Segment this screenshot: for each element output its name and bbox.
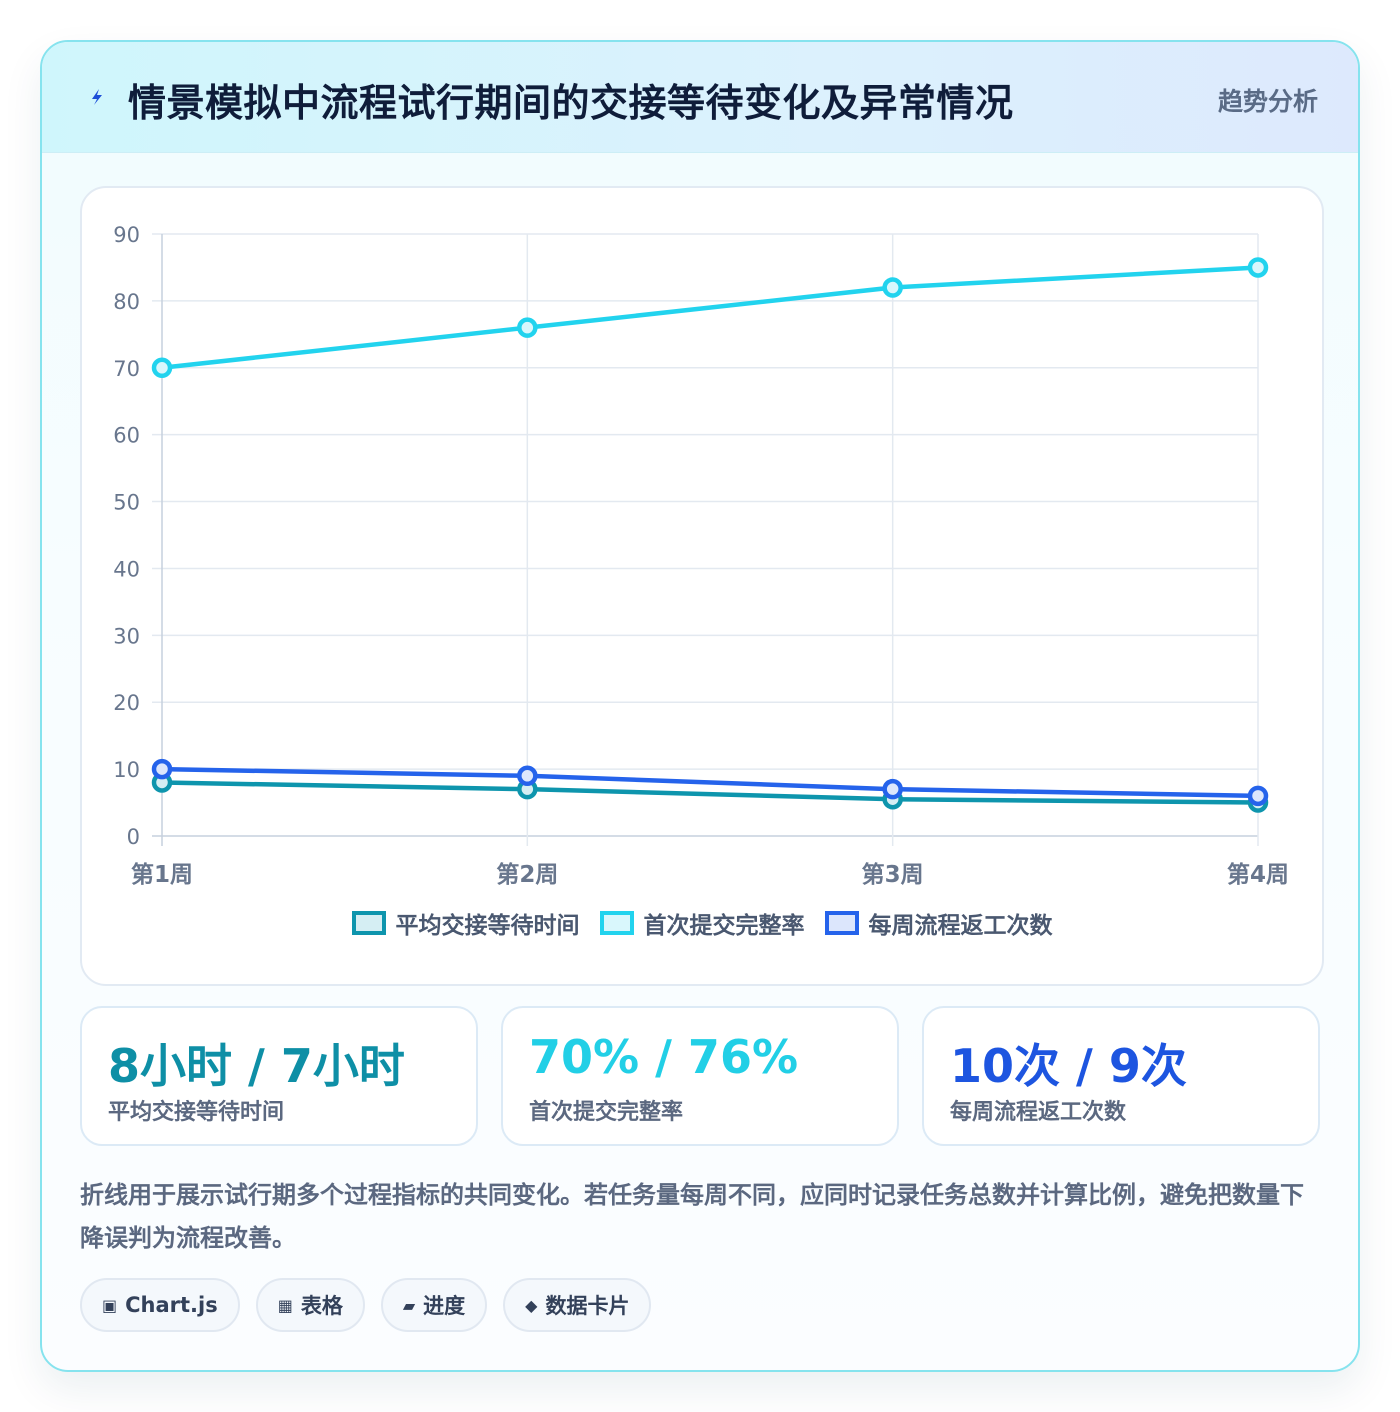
trend-analysis-badge: 趋势分析 xyxy=(1217,87,1318,116)
tag-list: ▣ Chart.js ▦ 表格 ▰ 进度 ◆ 数据卡片 xyxy=(80,1278,652,1332)
legend-label: 平均交接等待时间 xyxy=(395,913,580,939)
data-point xyxy=(151,357,173,379)
legend-swatch xyxy=(599,911,634,935)
stat-card-wait-time: 8小时 / 7小时 平均交接等待时间 xyxy=(80,1006,478,1146)
legend-item[interactable]: 首次提交完整率 xyxy=(599,906,805,940)
tag-label: 进度 xyxy=(423,1294,466,1318)
y-tick-label: 40 xyxy=(113,557,140,581)
x-tick-label: 第3周 xyxy=(862,861,924,888)
series-line xyxy=(159,265,1261,371)
x-tick-label: 第4周 xyxy=(1227,861,1289,888)
chart-panel: 0 10 20 30 40 50 60 70 80 90 第1周 第2周 第3周 第4周 平均交接等待时间… xyxy=(80,186,1324,986)
tag-label: 表格 xyxy=(300,1294,343,1318)
tag-table[interactable]: ▦ 表格 xyxy=(255,1278,365,1332)
chart-legend: 平均交接等待时间 首次提交完整率 每周流程返工次数 xyxy=(82,906,1322,940)
data-point xyxy=(1247,785,1269,807)
chart-note: 折线用于展示试行期多个过程指标的共同变化。若任务量每周不同，应同时记录任务总数并… xyxy=(80,1181,1304,1252)
y-tick-label: 90 xyxy=(113,223,140,247)
data-point xyxy=(882,277,903,298)
y-tick-label: 0 xyxy=(127,825,140,849)
stat-value: 70% / 76% xyxy=(529,1030,799,1084)
y-tick-label: 60 xyxy=(113,424,140,448)
data-point xyxy=(882,778,903,800)
legend-swatch xyxy=(824,911,859,935)
stat-card-completeness: 70% / 76% 首次提交完整率 xyxy=(501,1006,899,1146)
stat-label: 首次提交完整率 xyxy=(529,1100,684,1125)
y-tick-label: 50 xyxy=(113,491,140,515)
data-point xyxy=(151,758,173,780)
chart-js-icon: ▣ xyxy=(102,1295,118,1315)
series-line xyxy=(159,780,1261,805)
stat-label: 平均交接等待时间 xyxy=(108,1100,285,1125)
tag-data-card[interactable]: ◆ 数据卡片 xyxy=(503,1278,652,1332)
y-tick-label: 30 xyxy=(113,624,140,648)
stat-value: 10次 / 9次 xyxy=(950,1039,1187,1093)
x-tick-label: 第1周 xyxy=(131,861,193,888)
legend-label: 每周流程返工次数 xyxy=(868,913,1053,939)
stat-value: 8小时 / 7小时 xyxy=(108,1039,405,1093)
data-point xyxy=(517,317,538,338)
stat-label: 每周流程返工次数 xyxy=(950,1100,1127,1125)
legend-item[interactable]: 平均交接等待时间 xyxy=(351,906,580,940)
tag-chartjs[interactable]: ▣ Chart.js xyxy=(80,1278,240,1332)
legend-swatch xyxy=(351,911,386,935)
y-tick-label: 80 xyxy=(113,290,140,314)
page-title: 情景模拟中流程试行期间的交接等待变化及异常情况 xyxy=(128,81,1014,125)
main-card: 情景模拟中流程试行期间的交接等待变化及异常情况 趋势分析 0 10 20 30 40 50… xyxy=(40,40,1360,1372)
data-point xyxy=(1247,257,1269,278)
line-chart: 0 10 20 30 40 50 60 70 80 90 第1周 第2周 第3周 第4周 xyxy=(113,223,1289,888)
legend-label: 首次提交完整率 xyxy=(643,913,805,939)
tag-progress[interactable]: ▰ 进度 xyxy=(380,1278,488,1332)
table-icon: ▦ xyxy=(277,1295,293,1315)
legend-item[interactable]: 每周流程返工次数 xyxy=(824,906,1053,940)
y-tick-label: 10 xyxy=(113,758,140,782)
progress-icon: ▰ xyxy=(402,1295,416,1315)
y-tick-label: 70 xyxy=(113,357,140,381)
tag-label: Chart.js xyxy=(125,1293,218,1317)
data-point xyxy=(517,765,538,787)
tag-label: 数据卡片 xyxy=(545,1294,630,1318)
x-tick-label: 第2周 xyxy=(496,861,558,888)
stat-card-rework: 10次 / 9次 每周流程返工次数 xyxy=(922,1006,1320,1146)
data-card-icon: ◆ xyxy=(525,1295,538,1315)
series-line xyxy=(159,766,1261,799)
card-header: 情景模拟中流程试行期间的交接等待变化及异常情况 趋势分析 xyxy=(42,42,1358,153)
lightning-icon xyxy=(92,89,102,105)
y-tick-label: 20 xyxy=(113,691,140,715)
